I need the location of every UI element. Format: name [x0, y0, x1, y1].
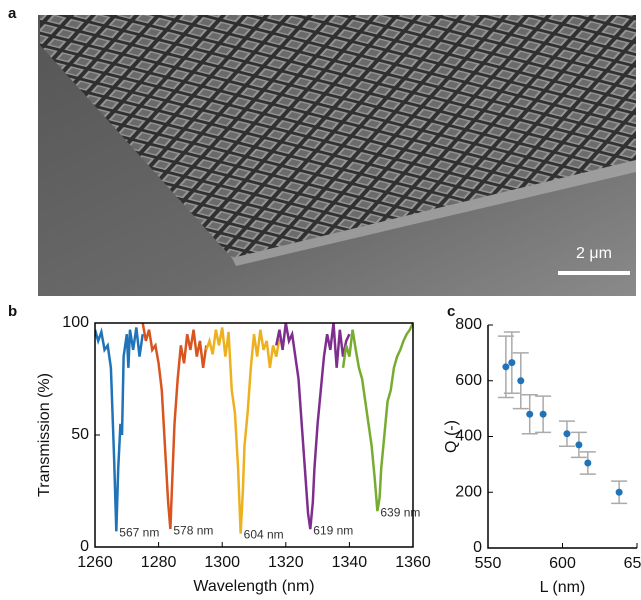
dip-annotation: 639 nm: [380, 505, 420, 519]
dip-annotation: 578 nm: [173, 523, 213, 537]
x-tick-label: 1300: [204, 554, 240, 571]
axis-lines: [487, 325, 637, 549]
x-tick-label: 650: [624, 555, 641, 572]
dip-annotation: 604 nm: [244, 528, 284, 542]
y-tick-label: 600: [455, 372, 482, 389]
x-tick-label: 600: [549, 555, 576, 572]
x-tick-label: 1360: [395, 554, 431, 571]
x-axis-label: L (nm): [540, 579, 586, 596]
x-tick-label: 1260: [77, 554, 113, 571]
data-point: [584, 459, 592, 467]
x-tick-label: 1340: [332, 554, 368, 571]
y-tick-label: 200: [455, 483, 482, 500]
scale-bar-label: 2 μm: [576, 245, 612, 262]
data-point: [539, 410, 547, 418]
y-axis-label: Q (-): [443, 420, 460, 453]
spectrum-line: [95, 327, 144, 532]
x-tick-label: 1280: [141, 554, 177, 571]
x-tick-label: 550: [475, 555, 502, 572]
data-point: [502, 363, 510, 371]
data-point: [508, 359, 516, 367]
plot-frame: [94, 322, 414, 548]
panel-label: c: [447, 303, 455, 320]
dip-annotation: 619 nm: [313, 523, 353, 537]
panel-label: a: [8, 5, 17, 22]
y-tick-label: 100: [62, 314, 89, 331]
y-axis-label: Transmission (%): [36, 373, 53, 497]
dip-annotation: 567 nm: [119, 525, 159, 539]
data-point: [526, 410, 534, 418]
x-tick-label: 1320: [268, 554, 304, 571]
spectrum-line: [341, 323, 413, 512]
y-tick-label: 0: [80, 538, 89, 555]
data-point: [575, 441, 583, 449]
sem-image: [38, 15, 636, 296]
data-point: [615, 488, 623, 496]
spectrum-line: [141, 323, 208, 530]
spectrum-line: [205, 327, 281, 534]
panel-label: b: [8, 303, 17, 320]
y-tick-label: 800: [455, 316, 482, 333]
spectrum-line: [275, 323, 351, 530]
y-tick-label: 400: [455, 428, 482, 445]
y-tick-label: 50: [71, 426, 89, 443]
x-axis-label: Wavelength (nm): [193, 578, 314, 595]
data-point: [563, 430, 571, 438]
y-tick-label: 0: [473, 539, 482, 556]
data-point: [517, 377, 525, 385]
